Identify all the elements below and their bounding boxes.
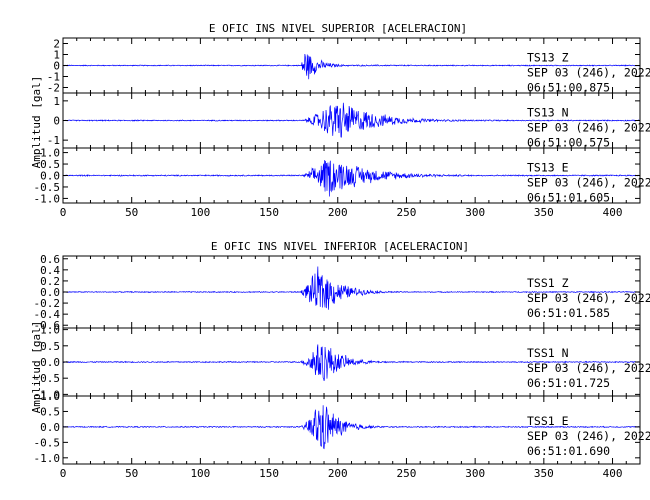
x-tick-label: 300 [465,467,485,480]
x-tick-label: 50 [125,206,138,219]
y-tick-label: 1 [53,95,60,108]
waveform-line [62,266,640,310]
waveform-line [62,102,640,138]
y-tick-label: -0.6 [34,319,61,332]
y-tick-label: 0.4 [40,264,60,277]
y-tick-label: -0.5 [34,372,61,385]
x-tick-label: 50 [125,467,138,480]
y-tick-label: 1 [53,49,60,62]
y-tick-label: -0.5 [34,436,61,449]
time-label: 06:51:01.690 [527,444,610,458]
y-tick-label: 1.0 [40,390,60,403]
x-tick-label: 150 [259,467,279,480]
y-tick-label: -0.5 [34,181,61,194]
y-tick-label: 0.5 [40,405,60,418]
y-tick-label: 0.0 [40,356,60,369]
station-label: TSS1 Z [527,276,569,290]
trace-panel-ts13-e [62,147,641,204]
date-label: SEP 03 (246), 2022 [527,176,650,190]
y-tick-label: 0 [53,60,60,73]
y-tick-label: 0.2 [40,275,60,288]
top-figure-title: E OFIC INS NIVEL SUPERIOR [ACELERACION] [209,22,467,35]
station-label: TSS1 E [527,414,569,428]
y-tick-label: -1.0 [34,388,61,401]
time-label: 06:51:01.725 [527,376,610,390]
date-label: SEP 03 (246), 2022 [527,361,650,375]
x-tick-label: 200 [328,206,348,219]
x-tick-label: 300 [465,206,485,219]
date-label: SEP 03 (246), 2022 [527,121,650,135]
time-label: 06:51:01.605 [527,191,610,205]
x-tick-label: 100 [190,206,210,219]
y-tick-label: -0.2 [34,297,61,310]
y-tick-label: 0.0 [40,421,60,434]
waveform-line [62,405,640,450]
date-label: SEP 03 (246), 2022 [527,291,650,305]
station-label: TS13 E [527,161,569,175]
y-tick-label: -2 [47,82,60,95]
x-tick-label: 350 [534,206,554,219]
y-tick-label: -0.4 [34,308,61,321]
y-tick-label: 0.0 [40,170,60,183]
station-label: TS13 N [527,106,569,120]
y-tick-label: 1.0 [40,147,60,160]
waveform-line [62,160,640,197]
y-tick-label: -1 [47,71,60,84]
waveform-line [62,53,640,80]
x-tick-label: 400 [603,467,623,480]
date-label: SEP 03 (246), 2022 [527,429,650,443]
y-tick-label: 0.5 [40,340,60,353]
y-tick-label: 1.0 [40,324,60,337]
y-tick-label: 2 [53,38,60,51]
time-label: 06:51:00.875 [527,81,610,95]
x-tick-label: 100 [190,467,210,480]
x-tick-label: 0 [60,206,67,219]
y-tick-label: 0 [53,115,60,128]
x-tick-label: 250 [397,467,417,480]
station-label: TSS1 N [527,346,569,360]
x-tick-label: 150 [259,206,279,219]
x-tick-label: 0 [60,467,67,480]
date-label: SEP 03 (246), 2022 [527,66,650,80]
x-tick-label: 400 [603,206,623,219]
waveform-line [62,344,640,382]
time-label: 06:51:00.575 [527,136,610,150]
y-tick-label: -1 [47,134,60,147]
top-y-axis-label: Amplitud [gal] [30,76,43,169]
trace-panel-tss1-e [62,395,641,465]
y-tick-label: 0.5 [40,158,60,171]
station-label: TS13 Z [527,51,569,65]
bottom-y-axis-label: Amplitud [gal] [30,321,43,414]
y-tick-label: -1.0 [34,452,61,465]
x-tick-label: 200 [328,467,348,480]
x-tick-label: 250 [397,206,417,219]
x-tick-label: 350 [534,467,554,480]
y-tick-label: 0.0 [40,286,60,299]
y-tick-label: 0.6 [40,253,60,266]
y-tick-label: -1.0 [34,192,61,205]
bottom-figure-title: E OFIC INS NIVEL INFERIOR [ACELERACION] [211,240,469,253]
time-label: 06:51:01.585 [527,306,610,320]
